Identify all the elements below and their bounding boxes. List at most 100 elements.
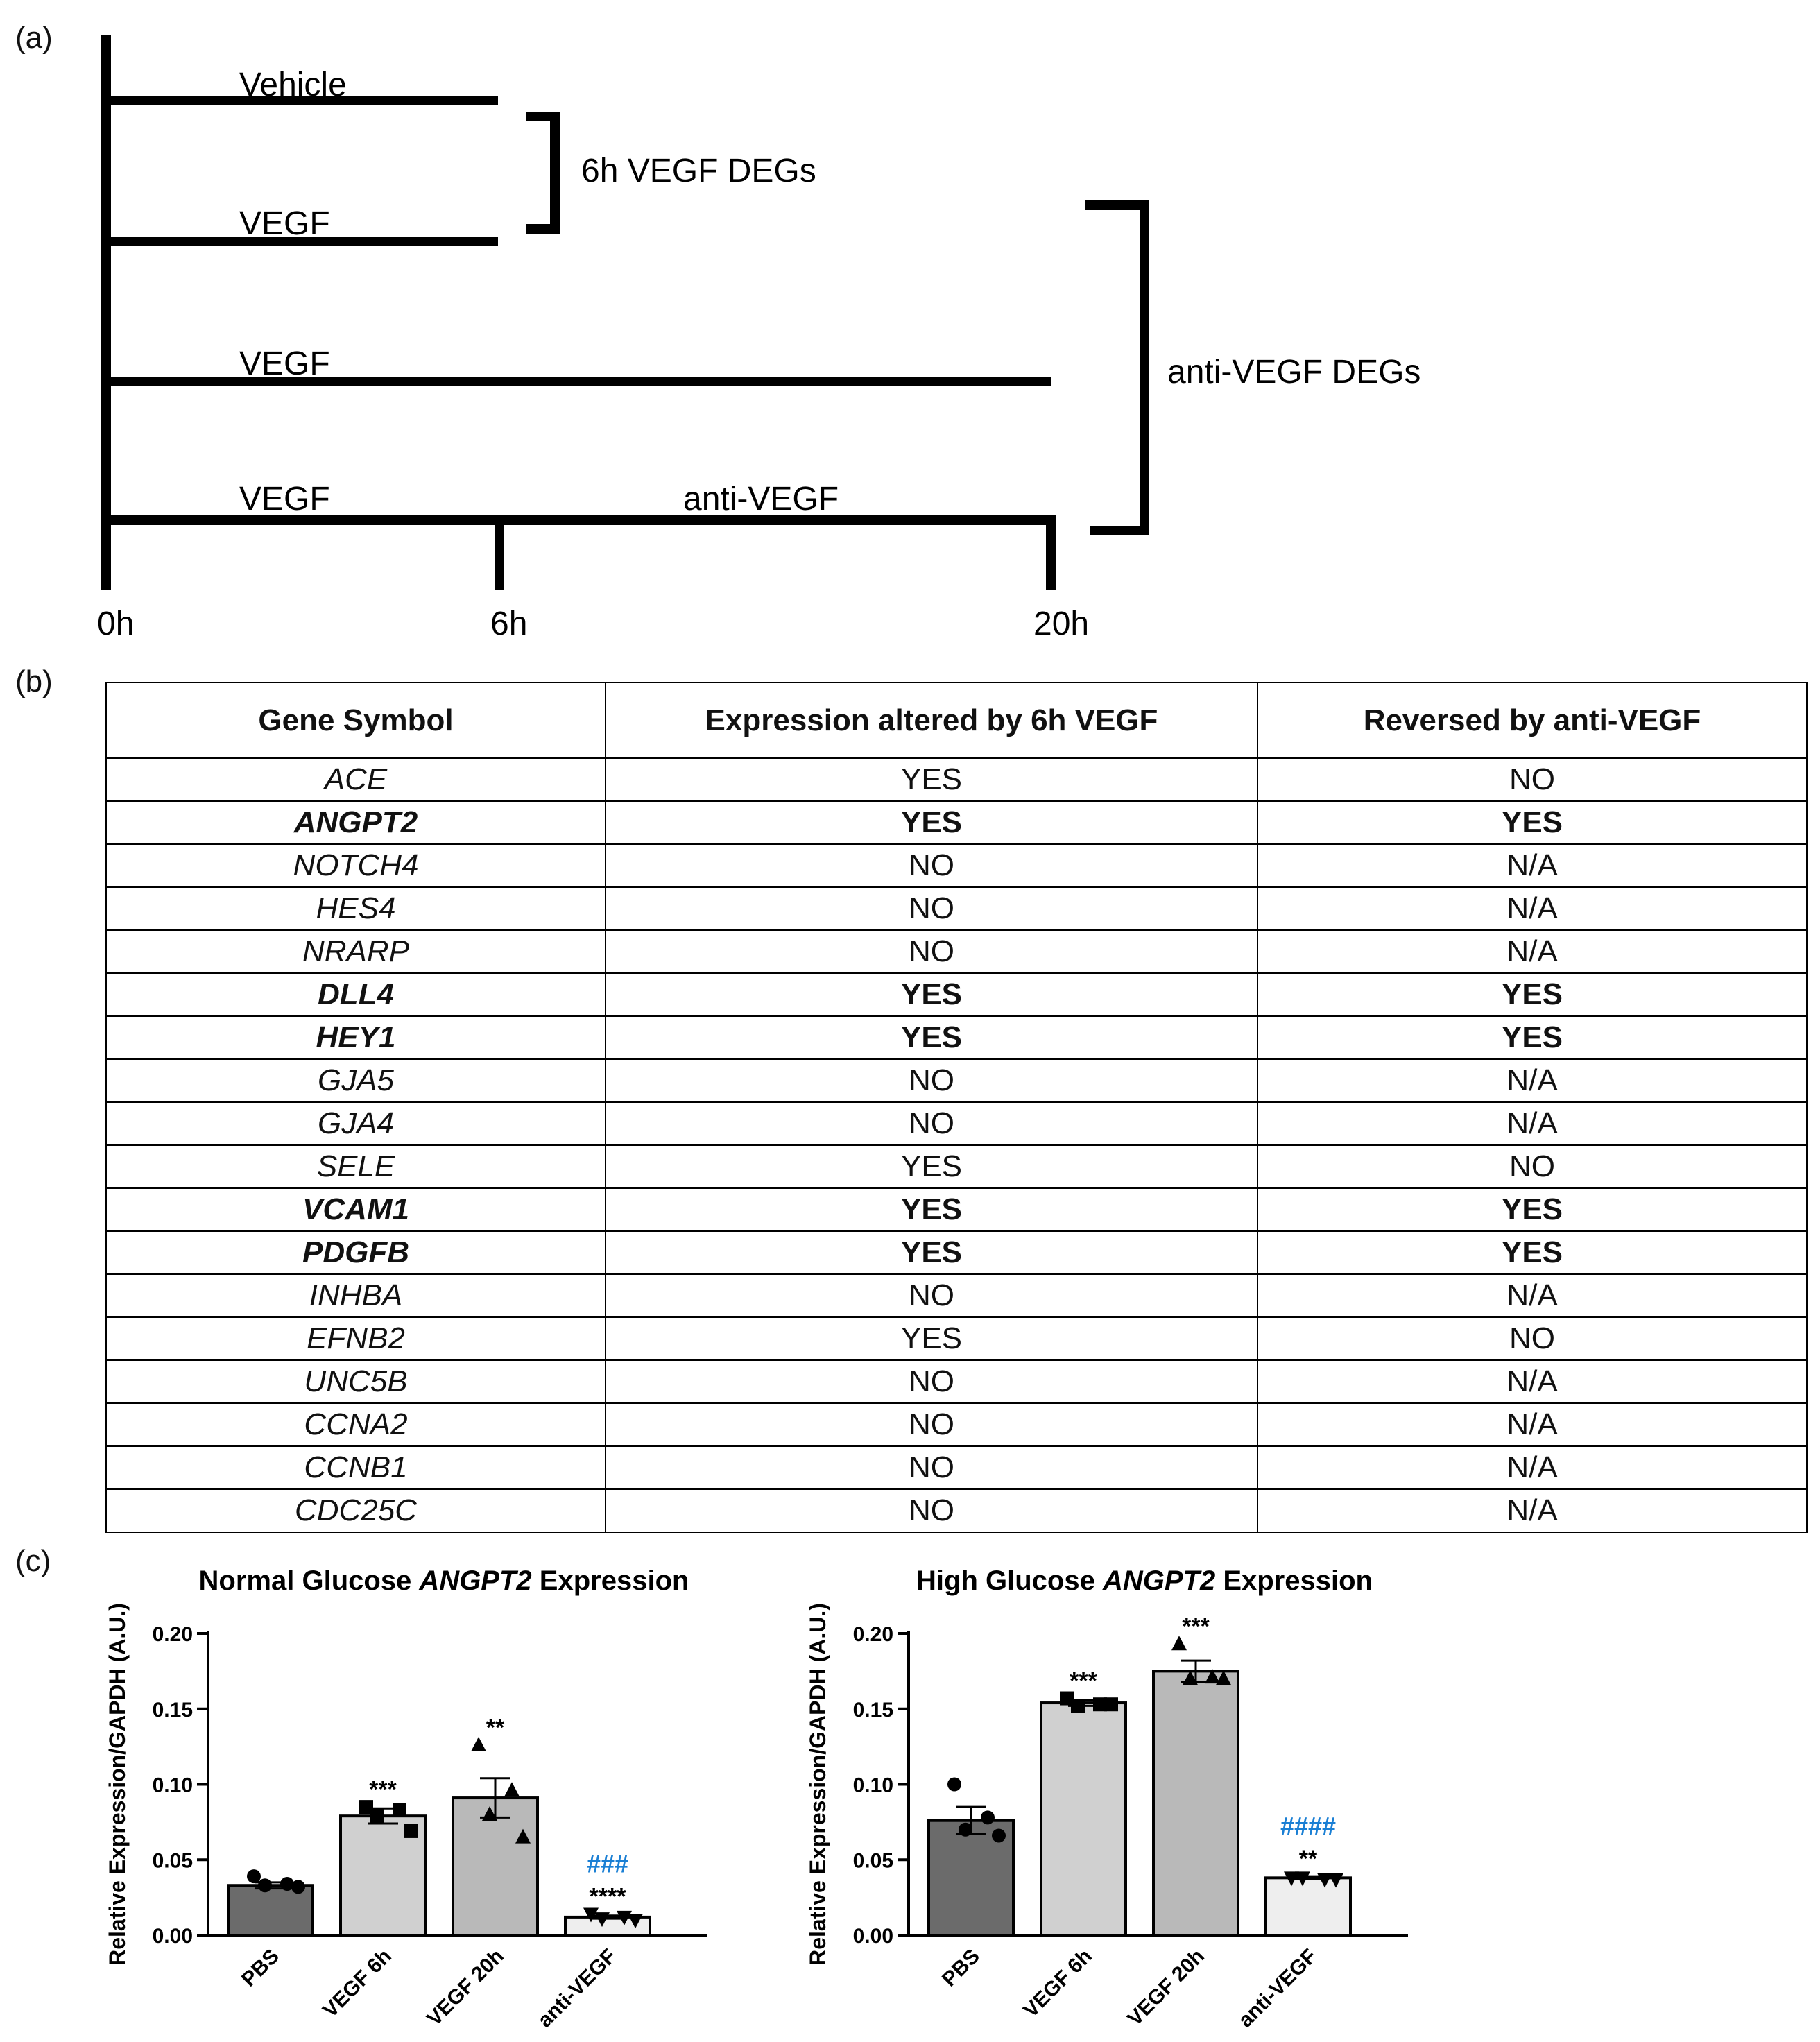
- table-row: GJA4 NO N/A: [105, 1101, 1808, 1146]
- gene-cell: HES4: [105, 886, 606, 931]
- reversed-cell: N/A: [1257, 1058, 1808, 1103]
- data-point: [1071, 1699, 1085, 1713]
- data-point: [1205, 1669, 1220, 1684]
- y-axis-label: Relative Expression/GAPDH (A.U.): [805, 1603, 830, 1966]
- data-point: [404, 1824, 418, 1838]
- data-point: [504, 1782, 520, 1797]
- reversed-cell: NO: [1257, 1144, 1808, 1189]
- data-point: [471, 1736, 486, 1751]
- x-tick-label: PBS: [938, 1945, 984, 1991]
- gene-cell: HEY1: [105, 1015, 606, 1060]
- altered-cell: YES: [605, 800, 1258, 845]
- gene-cell: DLL4: [105, 972, 606, 1017]
- altered-cell: NO: [605, 1101, 1258, 1146]
- table-row: NOTCH4 NO N/A: [105, 843, 1808, 888]
- time-label-20h: 20h: [1033, 606, 1089, 642]
- header-reversed: Reversed by anti-VEGF: [1257, 682, 1808, 759]
- reversed-cell: N/A: [1257, 929, 1808, 974]
- data-point: [1317, 1873, 1332, 1888]
- reversed-cell: YES: [1257, 800, 1808, 845]
- chart-title-part: Expression: [1215, 1565, 1373, 1596]
- table-row: ACE YES NO: [105, 757, 1808, 802]
- altered-cell: YES: [605, 757, 1258, 802]
- y-tick-label: 0.00: [853, 1925, 893, 1948]
- timeline-label-anti-vegf: anti-VEGF: [683, 481, 839, 517]
- altered-cell: NO: [605, 1445, 1258, 1490]
- reversed-cell: N/A: [1257, 1402, 1808, 1447]
- data-point: [258, 1878, 272, 1893]
- table-header-row: Gene Symbol Expression altered by 6h VEG…: [105, 682, 1808, 759]
- gene-cell: PDGFB: [105, 1230, 606, 1275]
- altered-cell: YES: [605, 1015, 1258, 1060]
- altered-cell: NO: [605, 929, 1258, 974]
- data-point: [981, 1810, 995, 1825]
- y-tick-label: 0.00: [153, 1925, 193, 1948]
- bracket-label-anti-vegf-degs: anti-VEGF DEGs: [1167, 354, 1420, 391]
- y-tick-label: 0.10: [853, 1774, 893, 1797]
- table-row: CDC25C NO N/A: [105, 1488, 1808, 1533]
- table-row: CCNA2 NO N/A: [105, 1402, 1808, 1447]
- bracket-anti-vegf-degs: [1085, 200, 1149, 535]
- y-tick-label: 0.05: [853, 1849, 893, 1872]
- gene-table-body: ACE YES NO ANGPT2 YES YES NOTCH4 NO N/A HES4 NO N/A…: [105, 757, 1808, 1533]
- x-tick-label: VEGF 6h: [1019, 1945, 1097, 2023]
- panel-label-c: (c): [15, 1544, 51, 1578]
- data-point: [1104, 1697, 1118, 1712]
- x-tick-label: VEGF 20h: [422, 1945, 508, 2031]
- reversed-cell: N/A: [1257, 843, 1808, 888]
- table-row: UNC5B NO N/A: [105, 1359, 1808, 1404]
- reversed-cell: YES: [1257, 972, 1808, 1017]
- reversed-cell: YES: [1257, 1015, 1808, 1060]
- significance-label: ***: [1182, 1613, 1210, 1640]
- altered-cell: NO: [605, 1058, 1258, 1103]
- altered-cell: YES: [605, 972, 1258, 1017]
- altered-cell: YES: [605, 1230, 1258, 1275]
- altered-cell: NO: [605, 1402, 1258, 1447]
- y-tick-label: 0.10: [153, 1774, 193, 1797]
- y-tick-label: 0.15: [153, 1699, 193, 1722]
- altered-cell: YES: [605, 1316, 1258, 1361]
- data-point: [291, 1880, 305, 1894]
- reversed-cell: N/A: [1257, 1488, 1808, 1533]
- altered-cell: NO: [605, 1273, 1258, 1318]
- data-point: [1060, 1691, 1074, 1706]
- table-row: GJA5 NO N/A: [105, 1058, 1808, 1103]
- timeline-label-vehicle: Vehicle: [239, 67, 347, 103]
- y-tick-label: 0.20: [153, 1623, 193, 1646]
- header-expression-altered: Expression altered by 6h VEGF: [605, 682, 1258, 759]
- data-point: [583, 1907, 599, 1923]
- altered-cell: YES: [605, 1144, 1258, 1189]
- x-tick-label: VEGF 6h: [318, 1945, 396, 2023]
- gene-expression-table: Gene Symbol Expression altered by 6h VEG…: [105, 682, 1808, 1533]
- y-tick-label: 0.20: [853, 1623, 893, 1646]
- gene-cell: UNC5B: [105, 1359, 606, 1404]
- normal-glucose-angpt2-chart: Normal Glucose ANGPT2 Expression Relative…: [105, 1565, 707, 2032]
- x-tick-label: PBS: [237, 1945, 284, 1991]
- data-point: [1171, 1636, 1187, 1651]
- table-row: SELE YES NO: [105, 1144, 1808, 1189]
- data-point: [515, 1828, 531, 1844]
- bar-vegf-20h: [1152, 1670, 1239, 1937]
- data-point: [247, 1869, 261, 1884]
- data-point: [280, 1877, 294, 1891]
- data-point: [628, 1914, 643, 1929]
- gene-cell: NOTCH4: [105, 843, 606, 888]
- bracket-6h-degs: [526, 112, 560, 234]
- significance-label: ***: [369, 1776, 397, 1803]
- gene-cell: CDC25C: [105, 1488, 606, 1533]
- timeline-label-vegf-1: VEGF: [239, 205, 330, 242]
- reversed-cell: NO: [1257, 1316, 1808, 1361]
- data-point: [959, 1822, 972, 1837]
- gene-cell: INHBA: [105, 1273, 606, 1318]
- table-row: ANGPT2 YES YES: [105, 800, 1808, 845]
- significance-hash-label: ###: [587, 1850, 628, 1878]
- data-point: [1093, 1697, 1107, 1712]
- gene-cell: EFNB2: [105, 1316, 606, 1361]
- gene-cell: GJA5: [105, 1058, 606, 1103]
- significance-label: ***: [1070, 1668, 1097, 1694]
- gene-cell: SELE: [105, 1144, 606, 1189]
- bar-anti-vegf: [1264, 1876, 1352, 1937]
- timeline-label-vegf-3: VEGF: [239, 481, 330, 517]
- reversed-cell: N/A: [1257, 1273, 1808, 1318]
- reversed-cell: N/A: [1257, 886, 1808, 931]
